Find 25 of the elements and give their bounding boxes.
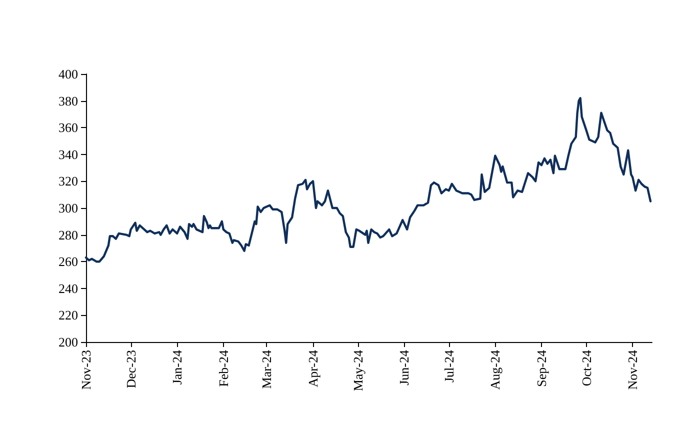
x-tick-label: Oct-24 [578, 350, 594, 386]
x-tick-label: Nov-24 [625, 350, 640, 390]
x-tick-label: Jan-24 [170, 350, 185, 385]
x-tick-label: Jul-24 [441, 350, 456, 382]
x-tick-label: Mar-24 [259, 350, 274, 389]
y-tick-label: 280 [58, 227, 78, 242]
x-tick-label: Sep-24 [534, 350, 549, 387]
y-tick-label: 300 [58, 200, 78, 216]
y-tick-label: 200 [58, 334, 78, 350]
y-tick-label: 320 [58, 174, 78, 189]
y-tick-label: 220 [58, 308, 78, 323]
y-tick-label: 380 [58, 93, 78, 108]
x-tick-label: Dec-23 [123, 350, 138, 388]
x-tick-label: Apr-24 [305, 350, 320, 388]
x-tick-label: Feb-24 [216, 350, 231, 387]
y-tick-label: 340 [58, 146, 78, 162]
y-tick-label: 240 [58, 280, 78, 296]
x-tick-label: May-24 [350, 350, 366, 392]
x-tick-label: Aug-24 [488, 350, 503, 390]
y-tick-label: 360 [58, 120, 78, 136]
y-tick-label: 260 [58, 254, 78, 270]
y-tick-label: 400 [58, 66, 78, 82]
line-series [84, 97, 652, 263]
x-tick-label: Jun-24 [396, 350, 412, 386]
x-tick-label: Nov-23 [78, 350, 94, 390]
